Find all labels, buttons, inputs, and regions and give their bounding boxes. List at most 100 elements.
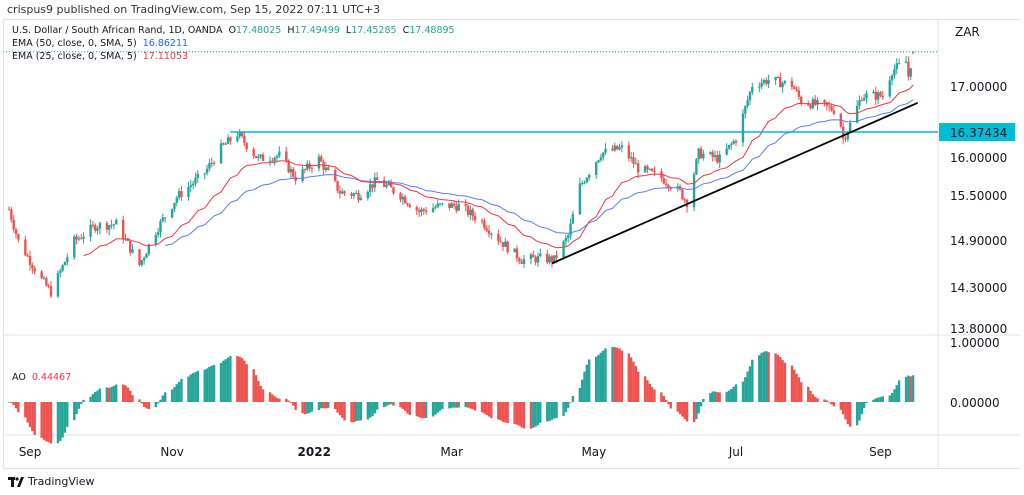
candle-body bbox=[464, 203, 467, 206]
ao-bar bbox=[807, 386, 810, 402]
candle-body bbox=[844, 138, 847, 140]
candle-body bbox=[126, 238, 130, 241]
ao-bar bbox=[471, 402, 474, 410]
candle-body bbox=[643, 166, 647, 173]
ao-bar bbox=[667, 402, 670, 405]
candle-body bbox=[420, 209, 423, 212]
candle-body bbox=[765, 80, 768, 84]
ema50-legend: EMA (50, close, 0, SMA, 5) 16.86211 bbox=[12, 37, 455, 50]
chart-legend: U.S. Dollar / South African Rand, 1D, OA… bbox=[12, 24, 455, 384]
support-trendline bbox=[551, 102, 919, 265]
candle-body bbox=[865, 93, 868, 99]
candle-body bbox=[730, 143, 733, 145]
candle-body bbox=[762, 80, 766, 83]
tradingview-logo[interactable]: TradingView bbox=[8, 475, 94, 488]
ao-bar bbox=[287, 400, 290, 402]
ao-bar bbox=[909, 376, 912, 402]
ema50-value: 16.86211 bbox=[142, 38, 189, 49]
candle-body bbox=[662, 178, 665, 184]
ao-bar bbox=[431, 402, 435, 417]
candle-body bbox=[716, 155, 719, 163]
ao-bar bbox=[611, 347, 614, 402]
ao-bar bbox=[681, 402, 684, 417]
ao-bar bbox=[399, 402, 402, 408]
ao-bar bbox=[14, 402, 18, 409]
candle-body bbox=[814, 99, 817, 105]
ao-bar bbox=[809, 390, 812, 402]
candle-body bbox=[98, 223, 102, 229]
ao-bar bbox=[205, 368, 209, 402]
ao-bar bbox=[653, 389, 656, 402]
ao-bar bbox=[226, 357, 230, 402]
ao-bar bbox=[140, 402, 144, 404]
ao-bar bbox=[285, 398, 288, 402]
candle-body bbox=[800, 96, 803, 105]
ao-bar bbox=[699, 402, 703, 407]
candle-body bbox=[180, 191, 183, 197]
ao-bar bbox=[210, 365, 213, 402]
ao-bar bbox=[115, 384, 118, 402]
ao-bar bbox=[613, 347, 617, 402]
candle-body bbox=[77, 238, 81, 240]
candle-body bbox=[66, 257, 69, 263]
low-value: 17.45285 bbox=[351, 25, 397, 36]
candle-body bbox=[10, 209, 13, 220]
ao-bar bbox=[408, 402, 411, 416]
ao-bar bbox=[466, 402, 470, 408]
time-tick-label: Sep bbox=[19, 445, 42, 459]
candle-body bbox=[94, 225, 97, 231]
ao-bar bbox=[627, 353, 631, 402]
candle-body bbox=[797, 90, 801, 97]
candle-body bbox=[163, 217, 167, 219]
candle-body bbox=[907, 61, 910, 77]
ao-bar bbox=[604, 348, 607, 402]
ao-bar bbox=[66, 402, 69, 427]
candle-body bbox=[28, 256, 32, 266]
ao-bar bbox=[122, 384, 125, 402]
candle-body bbox=[156, 232, 160, 235]
ao-bar bbox=[417, 402, 421, 418]
ao-bar bbox=[59, 402, 62, 441]
candle-body bbox=[881, 96, 884, 98]
candle-body bbox=[911, 51, 915, 53]
level-price-label: 16.37434 bbox=[950, 126, 1007, 140]
ao-bar bbox=[324, 402, 328, 409]
candle-body bbox=[145, 253, 148, 258]
candle-body bbox=[408, 204, 411, 208]
candle-body bbox=[469, 209, 472, 215]
ao-bar bbox=[569, 402, 572, 403]
ao-bar bbox=[632, 361, 635, 402]
ao-bar bbox=[732, 386, 735, 402]
candle-body bbox=[546, 253, 549, 263]
high-value: 17.49499 bbox=[294, 25, 340, 36]
ao-bar bbox=[273, 396, 276, 402]
candle-body bbox=[448, 203, 451, 208]
ao-bar bbox=[240, 358, 244, 402]
ao-bar bbox=[727, 390, 731, 402]
ao-bar bbox=[497, 402, 500, 420]
ao-bar bbox=[660, 392, 663, 402]
ao-bar bbox=[322, 402, 325, 409]
ao-bar bbox=[825, 400, 829, 402]
candle-body bbox=[327, 167, 330, 171]
candle-body bbox=[257, 156, 260, 158]
candle-body bbox=[874, 91, 877, 100]
candle-body bbox=[466, 205, 470, 215]
candle-body bbox=[858, 100, 861, 106]
candle-body bbox=[368, 184, 372, 192]
candle-body bbox=[254, 155, 258, 158]
candle-body bbox=[26, 255, 29, 257]
candle-body bbox=[767, 80, 770, 84]
candle-body bbox=[322, 161, 325, 170]
candle-body bbox=[422, 209, 425, 211]
ao-bar bbox=[522, 402, 526, 429]
ao-bar bbox=[487, 402, 491, 417]
ao-bar bbox=[767, 352, 770, 402]
ao-bar bbox=[33, 402, 36, 435]
candle-body bbox=[646, 166, 649, 170]
ao-bar bbox=[483, 402, 486, 414]
ao-bar bbox=[562, 402, 565, 416]
ao-bar bbox=[811, 394, 815, 402]
ao-bar bbox=[80, 402, 83, 404]
